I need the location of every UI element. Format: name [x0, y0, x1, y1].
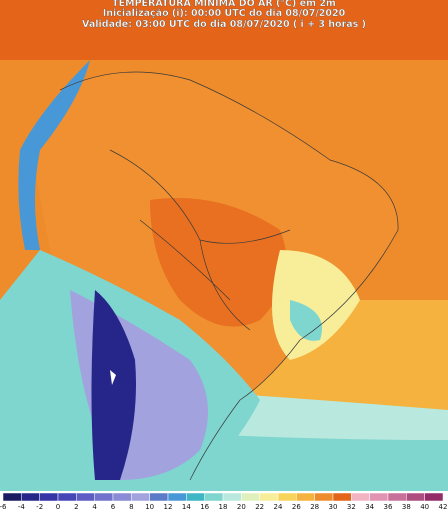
colorbar-label: 12 [164, 503, 173, 511]
colorbar-label: 38 [402, 503, 411, 511]
colorbar-label: 34 [365, 503, 374, 511]
colorbar-label: 36 [384, 503, 393, 511]
borders [109, 149, 291, 331]
colorbar-label: 32 [347, 503, 356, 511]
colorbar-label: 14 [182, 503, 191, 511]
colorbar-label: 24 [274, 503, 283, 511]
colorbar-swatch [406, 492, 425, 502]
andes-cold [91, 290, 136, 480]
colorbar-label: -2 [36, 503, 43, 511]
colorbar-label: 18 [219, 503, 228, 511]
colorbar-label: 42 [439, 503, 448, 511]
colorbar-swatch [57, 492, 77, 502]
colorbar-swatch [39, 492, 59, 502]
colorbar-swatch [369, 492, 389, 502]
coastline [59, 71, 399, 481]
colorbar-label: -4 [18, 503, 26, 511]
andes-snow [110, 370, 116, 385]
land-hot [150, 198, 287, 327]
colorbar-label: 20 [237, 503, 246, 511]
andes-north [18, 60, 91, 250]
colorbar-label: 16 [200, 503, 209, 511]
colorbar-swatch [259, 492, 279, 502]
colorbar-label: 30 [329, 503, 338, 511]
valid-time: Validade: 03:00 UTC do dia 08/07/2020 ( … [82, 19, 366, 30]
colorbar-label: 40 [420, 503, 429, 511]
title: TEMPERATURA MÍNIMA DO AR (°C) em 2m [112, 0, 336, 9]
colorbar-swatch [387, 492, 407, 502]
init-time: Inicialização (i): 00:00 UTC do dia 08/0… [103, 8, 346, 19]
colorbar-label: -6 [0, 503, 7, 511]
colorbar-label: 0 [56, 503, 60, 511]
colorbar-swatch [241, 492, 260, 502]
colorbar-swatch [222, 492, 242, 502]
land-mild [272, 250, 360, 360]
colorbar-swatch [204, 492, 224, 502]
colorbar-swatch [186, 492, 205, 502]
header-band [0, 0, 448, 32]
colorbar-label: 8 [129, 503, 133, 511]
colorbar-label: 10 [145, 503, 154, 511]
colorbar-label: 6 [111, 503, 116, 511]
colorbar-swatch [332, 492, 352, 502]
colorbar-label: 26 [292, 503, 301, 511]
colorbar-swatch [2, 492, 22, 502]
colorbar-swatch [94, 492, 114, 502]
colorbar-label: 22 [255, 503, 264, 511]
land-cool [290, 300, 322, 341]
colorbar-swatch [167, 492, 187, 502]
colorbar-swatch [131, 492, 150, 502]
colorbar-swatch [424, 492, 444, 502]
colorbar-label: 4 [92, 503, 97, 511]
colorbar-label: 2 [74, 503, 78, 511]
colorbar-swatch [296, 492, 315, 502]
colorbar-swatch [76, 492, 95, 502]
colorbar-swatch [351, 492, 370, 502]
colorbar-swatch [21, 492, 40, 502]
colorbar-swatch [149, 492, 169, 502]
colorbar-swatch [277, 492, 297, 502]
colorbar-label: 28 [310, 503, 319, 511]
colorbar-swatch [314, 492, 334, 502]
colorbar-swatch [112, 492, 132, 502]
